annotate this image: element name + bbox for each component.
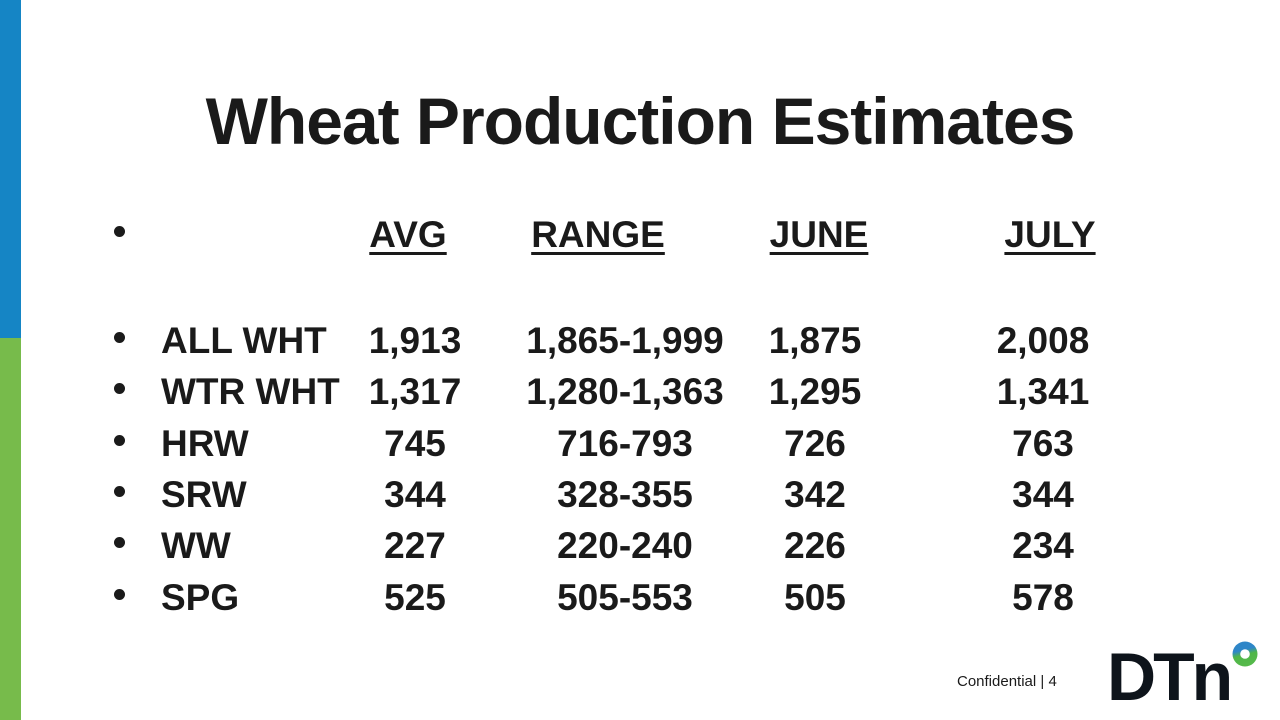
- row-label: SRW: [161, 474, 247, 515]
- row-label: ALL WHT: [161, 320, 327, 361]
- dtn-logo-circle-icon: [1232, 641, 1258, 667]
- cell-july: 578: [1012, 577, 1074, 618]
- cell-avg: 745: [384, 423, 446, 464]
- table-row-srw: SRW 344 328-355 342 344: [0, 469, 1280, 520]
- bullet-icon: [114, 435, 125, 446]
- sidebar-stripe-blue: [0, 0, 21, 338]
- cell-june: 726: [784, 423, 846, 464]
- cell-range: 505-553: [557, 577, 693, 618]
- cell-range: 1,280-1,363: [526, 371, 724, 412]
- cell-july: 1,341: [996, 371, 1090, 412]
- dtn-logo-text: DTn: [1107, 639, 1233, 715]
- cell-july: 234: [1012, 525, 1074, 566]
- row-label: WW: [161, 525, 231, 566]
- column-header-range: RANGE: [531, 214, 665, 255]
- cell-avg: 1,317: [368, 371, 462, 412]
- bullet-icon: [114, 226, 125, 237]
- row-label: SPG: [161, 577, 240, 618]
- slide-title: Wheat Production Estimates: [205, 84, 1076, 158]
- cell-avg: 1,913: [368, 320, 462, 361]
- table-row-spg: SPG 525 505-553 505 578: [0, 572, 1280, 623]
- bullet-icon: [114, 332, 125, 343]
- cell-avg: 344: [384, 474, 446, 515]
- cell-june: 505: [784, 577, 846, 618]
- bullet-icon: [114, 589, 125, 600]
- cell-june: 1,295: [768, 371, 862, 412]
- cell-range: 716-793: [557, 423, 693, 464]
- cell-july: 763: [1012, 423, 1074, 464]
- cell-range: 1,865-1,999: [526, 320, 724, 361]
- cell-june: 226: [784, 525, 846, 566]
- confidential-page-label: Confidential | 4: [957, 673, 1057, 690]
- row-label: HRW: [161, 423, 249, 464]
- bullet-icon: [114, 486, 125, 497]
- table-row-wtr-wht: WTR WHT 1,317 1,280-1,363 1,295 1,341: [0, 366, 1280, 417]
- row-label: WTR WHT: [161, 371, 340, 412]
- cell-june: 342: [784, 474, 846, 515]
- cell-avg: 525: [384, 577, 446, 618]
- bullet-icon: [114, 383, 125, 394]
- cell-range: 328-355: [557, 474, 693, 515]
- cell-avg: 227: [384, 525, 446, 566]
- cell-range: 220-240: [557, 525, 693, 566]
- table-row-hrw: HRW 745 716-793 726 763: [0, 418, 1280, 469]
- cell-july: 2,008: [996, 320, 1090, 361]
- column-header-july: JULY: [1004, 214, 1096, 255]
- table-row-ww: WW 227 220-240 226 234: [0, 520, 1280, 571]
- table-row-all-wht: ALL WHT 1,913 1,865-1,999 1,875 2,008: [0, 315, 1280, 366]
- bullet-icon: [114, 537, 125, 548]
- cell-june: 1,875: [768, 320, 862, 361]
- table-header-row: AVG RANGE JUNE JULY: [0, 209, 1280, 260]
- sidebar-stripe-green: [0, 338, 21, 720]
- cell-july: 344: [1012, 474, 1074, 515]
- column-header-avg: AVG: [369, 214, 447, 255]
- column-header-june: JUNE: [769, 214, 869, 255]
